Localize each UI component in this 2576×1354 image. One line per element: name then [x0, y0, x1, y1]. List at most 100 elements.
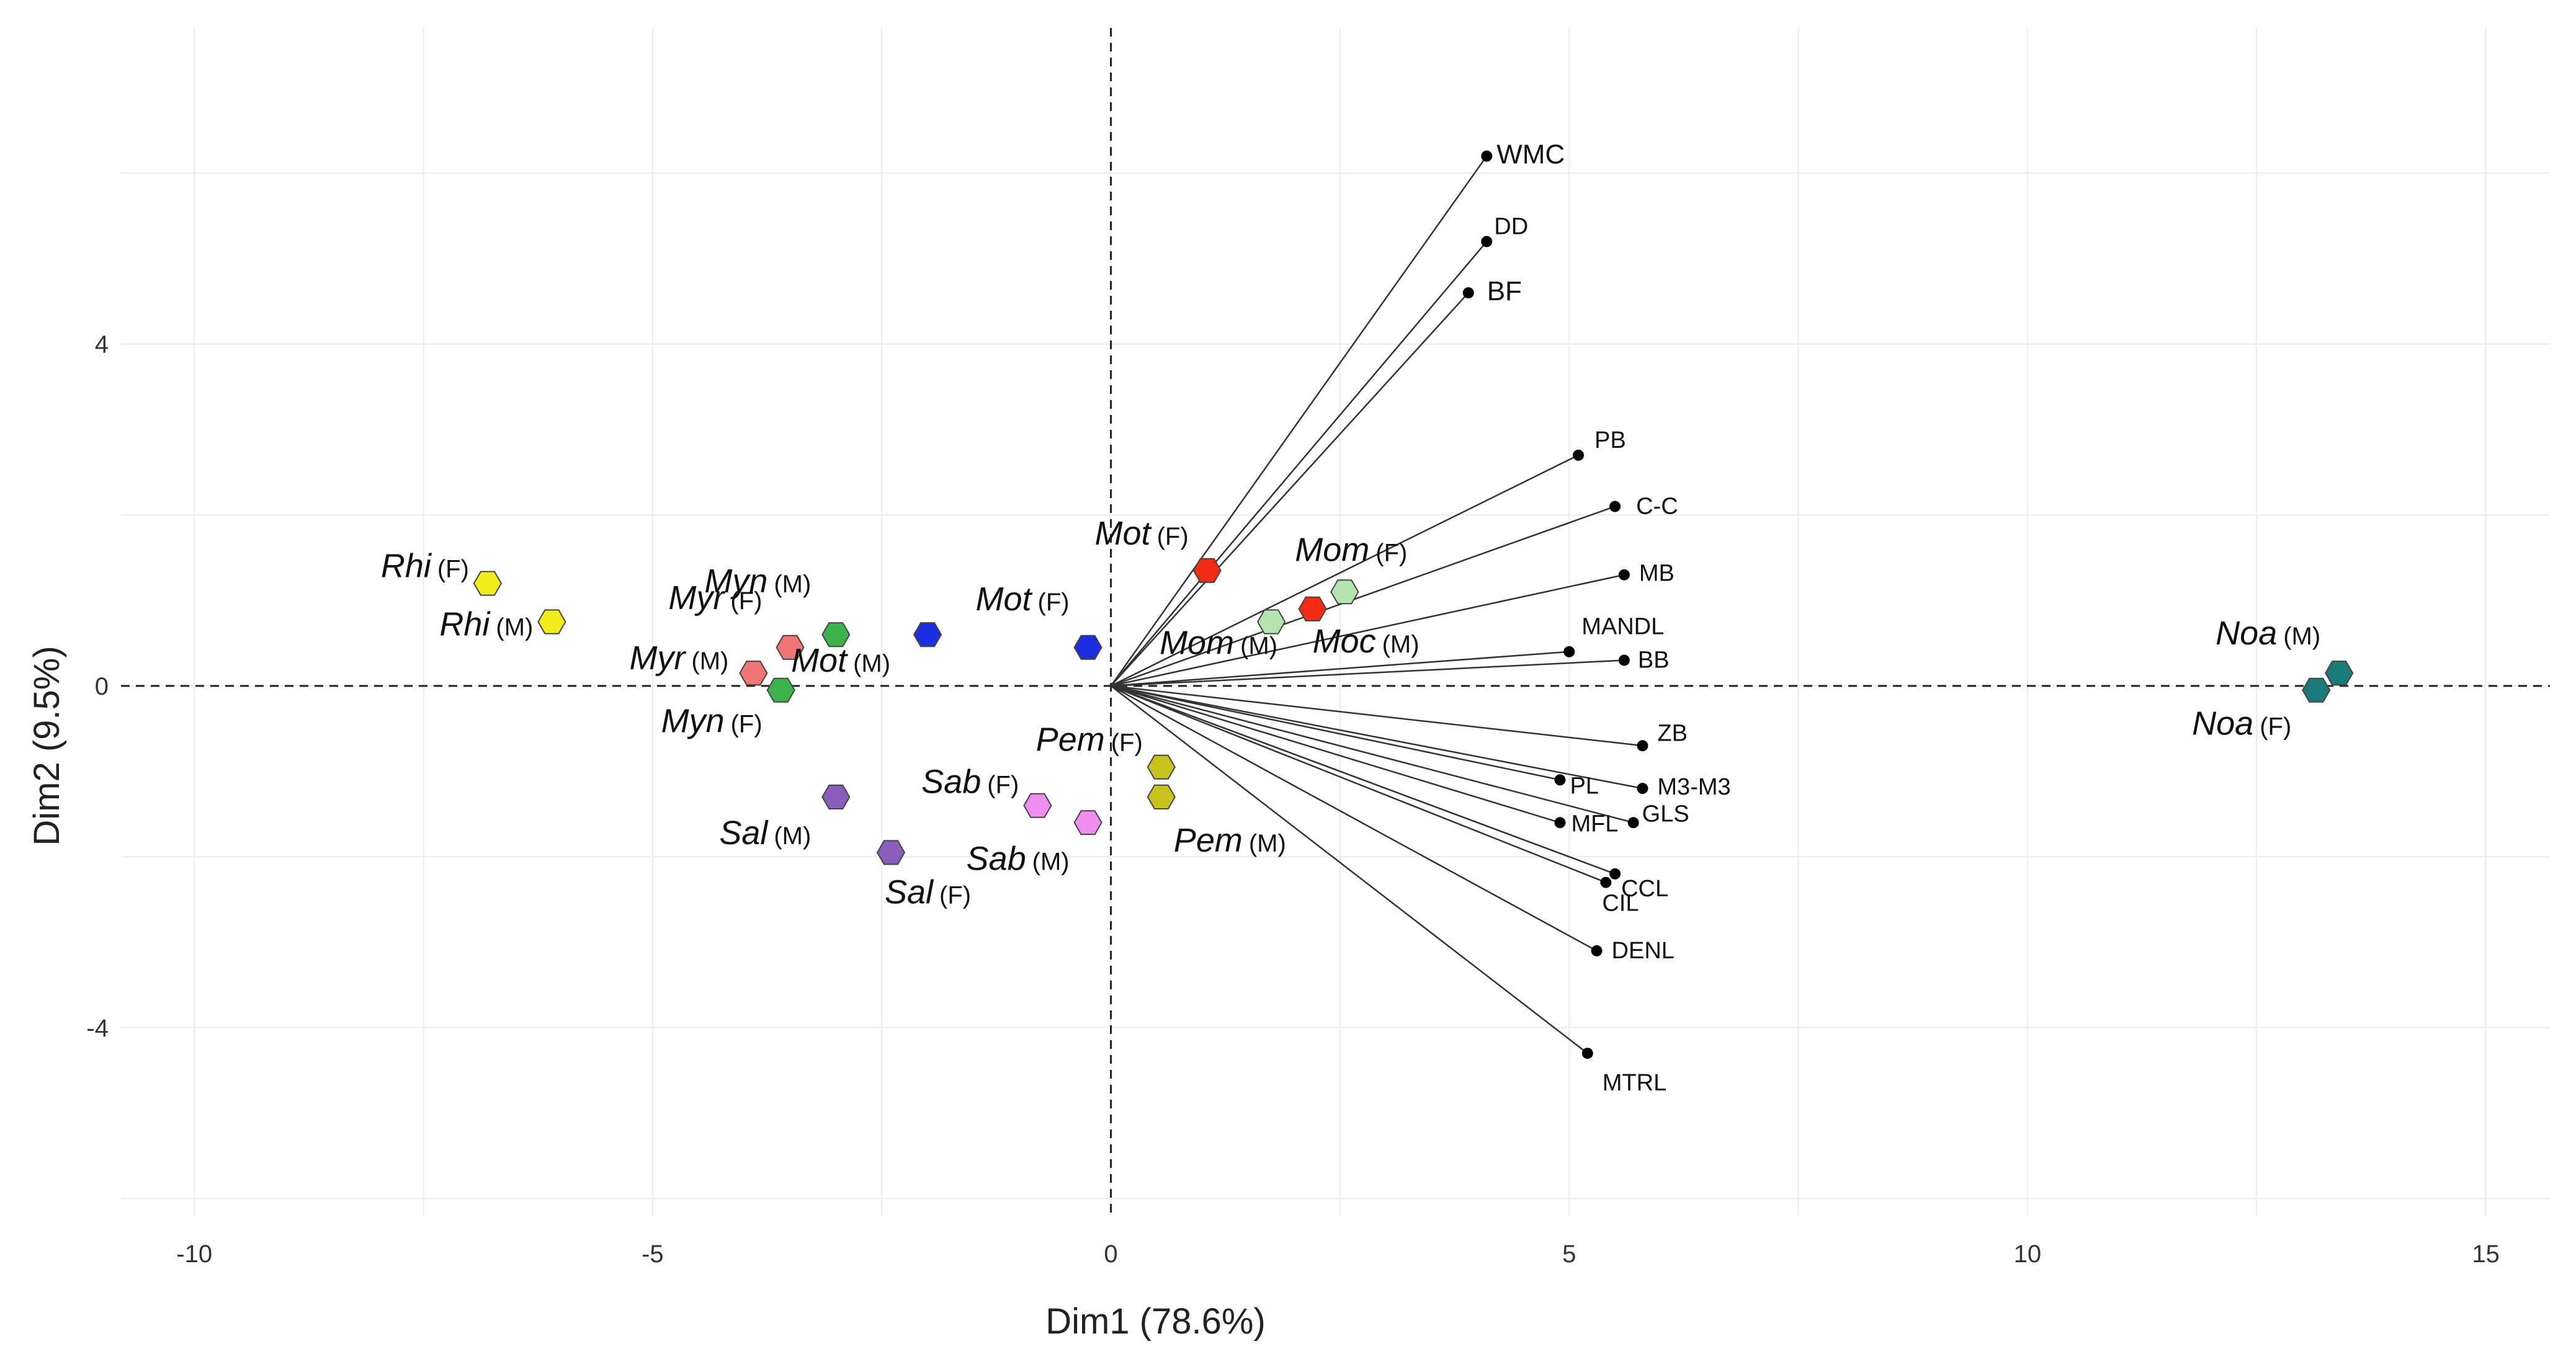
vector-tip-dd — [1481, 236, 1493, 247]
group-label: Sal (M) — [719, 814, 811, 852]
vector-tip-mfl — [1554, 817, 1566, 829]
variable-label-ccl: CCL — [1621, 876, 1668, 902]
group-label: Pem (M) — [1174, 822, 1286, 859]
group-label-sex: (M) — [1382, 631, 1420, 658]
vector-gls — [1111, 685, 1634, 824]
point-rhi-m — [537, 609, 566, 635]
group-label: Noa (M) — [2216, 615, 2320, 652]
group-label-sex: (F) — [1157, 523, 1189, 550]
vector-dd — [1110, 241, 1488, 687]
group-label: Moc (M) — [1313, 623, 1420, 660]
variable-label-pl: PL — [1570, 773, 1598, 799]
point-sal-f — [876, 840, 906, 865]
group-label-sex: (F) — [1375, 539, 1407, 566]
vector-mb — [1111, 574, 1625, 687]
point-noa-f — [2302, 677, 2331, 703]
group-label: Rhi (M) — [439, 606, 533, 643]
variable-label-wmc: WMC — [1496, 140, 1565, 170]
vector-tip-gls — [1627, 817, 1639, 829]
vector-bf — [1110, 292, 1469, 687]
group-label: Mom (M) — [1160, 625, 1277, 662]
variable-label-mtrl: MTRL — [1603, 1070, 1666, 1096]
vector-pb — [1110, 454, 1579, 687]
variable-label-bf: BF — [1487, 276, 1522, 306]
group-label-name: Pem — [1036, 721, 1105, 759]
x-tick-label: 10 — [2014, 1240, 2042, 1268]
vector-mfl — [1111, 685, 1560, 824]
variable-label-m3-m3: M3-M3 — [1657, 774, 1730, 800]
group-label-name: Mot — [1095, 515, 1152, 552]
variable-label-c-c: C-C — [1636, 494, 1678, 520]
variable-label-bb: BB — [1638, 647, 1670, 673]
point-mom-f — [1330, 579, 1359, 605]
group-label: Mot (M) — [791, 642, 890, 679]
variable-label-mfl: MFL — [1571, 811, 1618, 837]
group-labels: Rhi (F)Rhi (M)Myn (M)Myn (F)Myr (F)Myr (M) Mot(… — [381, 515, 2320, 911]
group-label-name: Rhi — [381, 548, 432, 585]
x-axis-ticks: -10 -5 0 5 10 15 — [176, 1240, 2500, 1268]
group-label-sex: (M) — [853, 650, 890, 677]
point-myn-m — [821, 622, 851, 648]
variable-label-gls: GLS — [1642, 801, 1689, 827]
group-label-name: Mom — [1295, 531, 1369, 568]
vector-wmc — [1110, 155, 1488, 687]
variable-label-mandl: MANDL — [1581, 614, 1664, 640]
group-label-name: Noa — [2192, 705, 2253, 742]
group-label-sex: (F) — [730, 587, 762, 615]
point-pem-f — [1147, 754, 1176, 780]
point-myn-f — [766, 677, 795, 703]
group-label-sex: (F) — [1038, 589, 1070, 616]
point-sal-m — [821, 784, 851, 809]
vector-tip-bf — [1462, 287, 1474, 299]
group-label-name: Myn — [704, 563, 767, 600]
group-label-sex: (M) — [2283, 623, 2320, 650]
group-label-name: Myr — [629, 639, 686, 677]
group-label: Noa (F) — [2192, 705, 2291, 742]
x-axis-title: Dim1 (78.6%) — [1045, 1301, 1266, 1342]
y-axis-ticks: -4 0 4 — [86, 331, 109, 1042]
point-myr-f — [776, 635, 805, 660]
vector-cil — [1111, 685, 1606, 883]
group-label-sex: (F) — [1111, 729, 1143, 757]
group-label: Pem (F) — [1036, 721, 1143, 759]
vector-ccl — [1111, 685, 1616, 875]
point-sab-f — [1023, 793, 1052, 818]
group-label-name: Moc — [1313, 623, 1376, 660]
vector-zb — [1111, 685, 1643, 747]
group-label: Myr (F) — [668, 579, 762, 617]
point-sab-m — [1073, 810, 1102, 835]
vector-tip-bb — [1618, 654, 1630, 666]
point-moc-m — [1298, 596, 1327, 621]
point-mot-f — [1073, 635, 1102, 660]
group-label-name: Myr — [668, 579, 725, 617]
group-label-sex: (M) — [691, 648, 728, 675]
point-pem-m — [1147, 784, 1176, 809]
x-tick-label: 15 — [2472, 1240, 2500, 1268]
y-tick-label: 0 — [95, 673, 109, 700]
group-label-sex: (M) — [1240, 633, 1277, 660]
group-label: Sab (F) — [921, 764, 1019, 801]
variable-label-denl: DENL — [1612, 938, 1675, 964]
point-mot-f — [1192, 558, 1222, 583]
vector-mandl — [1111, 651, 1570, 687]
vector-tip-wmc — [1481, 150, 1493, 162]
vector-tip-m3-m3 — [1637, 783, 1648, 795]
group-label-name: Mom — [1160, 625, 1234, 662]
vector-tip-mtrl — [1581, 1048, 1593, 1059]
group-label: Rhi (F) — [381, 548, 469, 585]
group-label-sex: (F) — [987, 772, 1019, 799]
vector-tip-pl — [1554, 774, 1566, 786]
vector-denl — [1110, 685, 1598, 952]
variable-label-zb: ZB — [1657, 720, 1688, 746]
vector-c-c — [1111, 506, 1616, 687]
grid — [121, 28, 2550, 1216]
vector-tip-denl — [1591, 945, 1603, 956]
group-label-sex: (F) — [939, 881, 971, 909]
group-label-sex: (M) — [1249, 830, 1286, 857]
group-label: Mot (F) — [1095, 515, 1189, 552]
vector-m3-m3 — [1111, 685, 1643, 790]
y-tick-label: -4 — [86, 1015, 109, 1042]
point-myr-m — [739, 661, 768, 686]
group-label-name: Mot — [791, 642, 848, 679]
